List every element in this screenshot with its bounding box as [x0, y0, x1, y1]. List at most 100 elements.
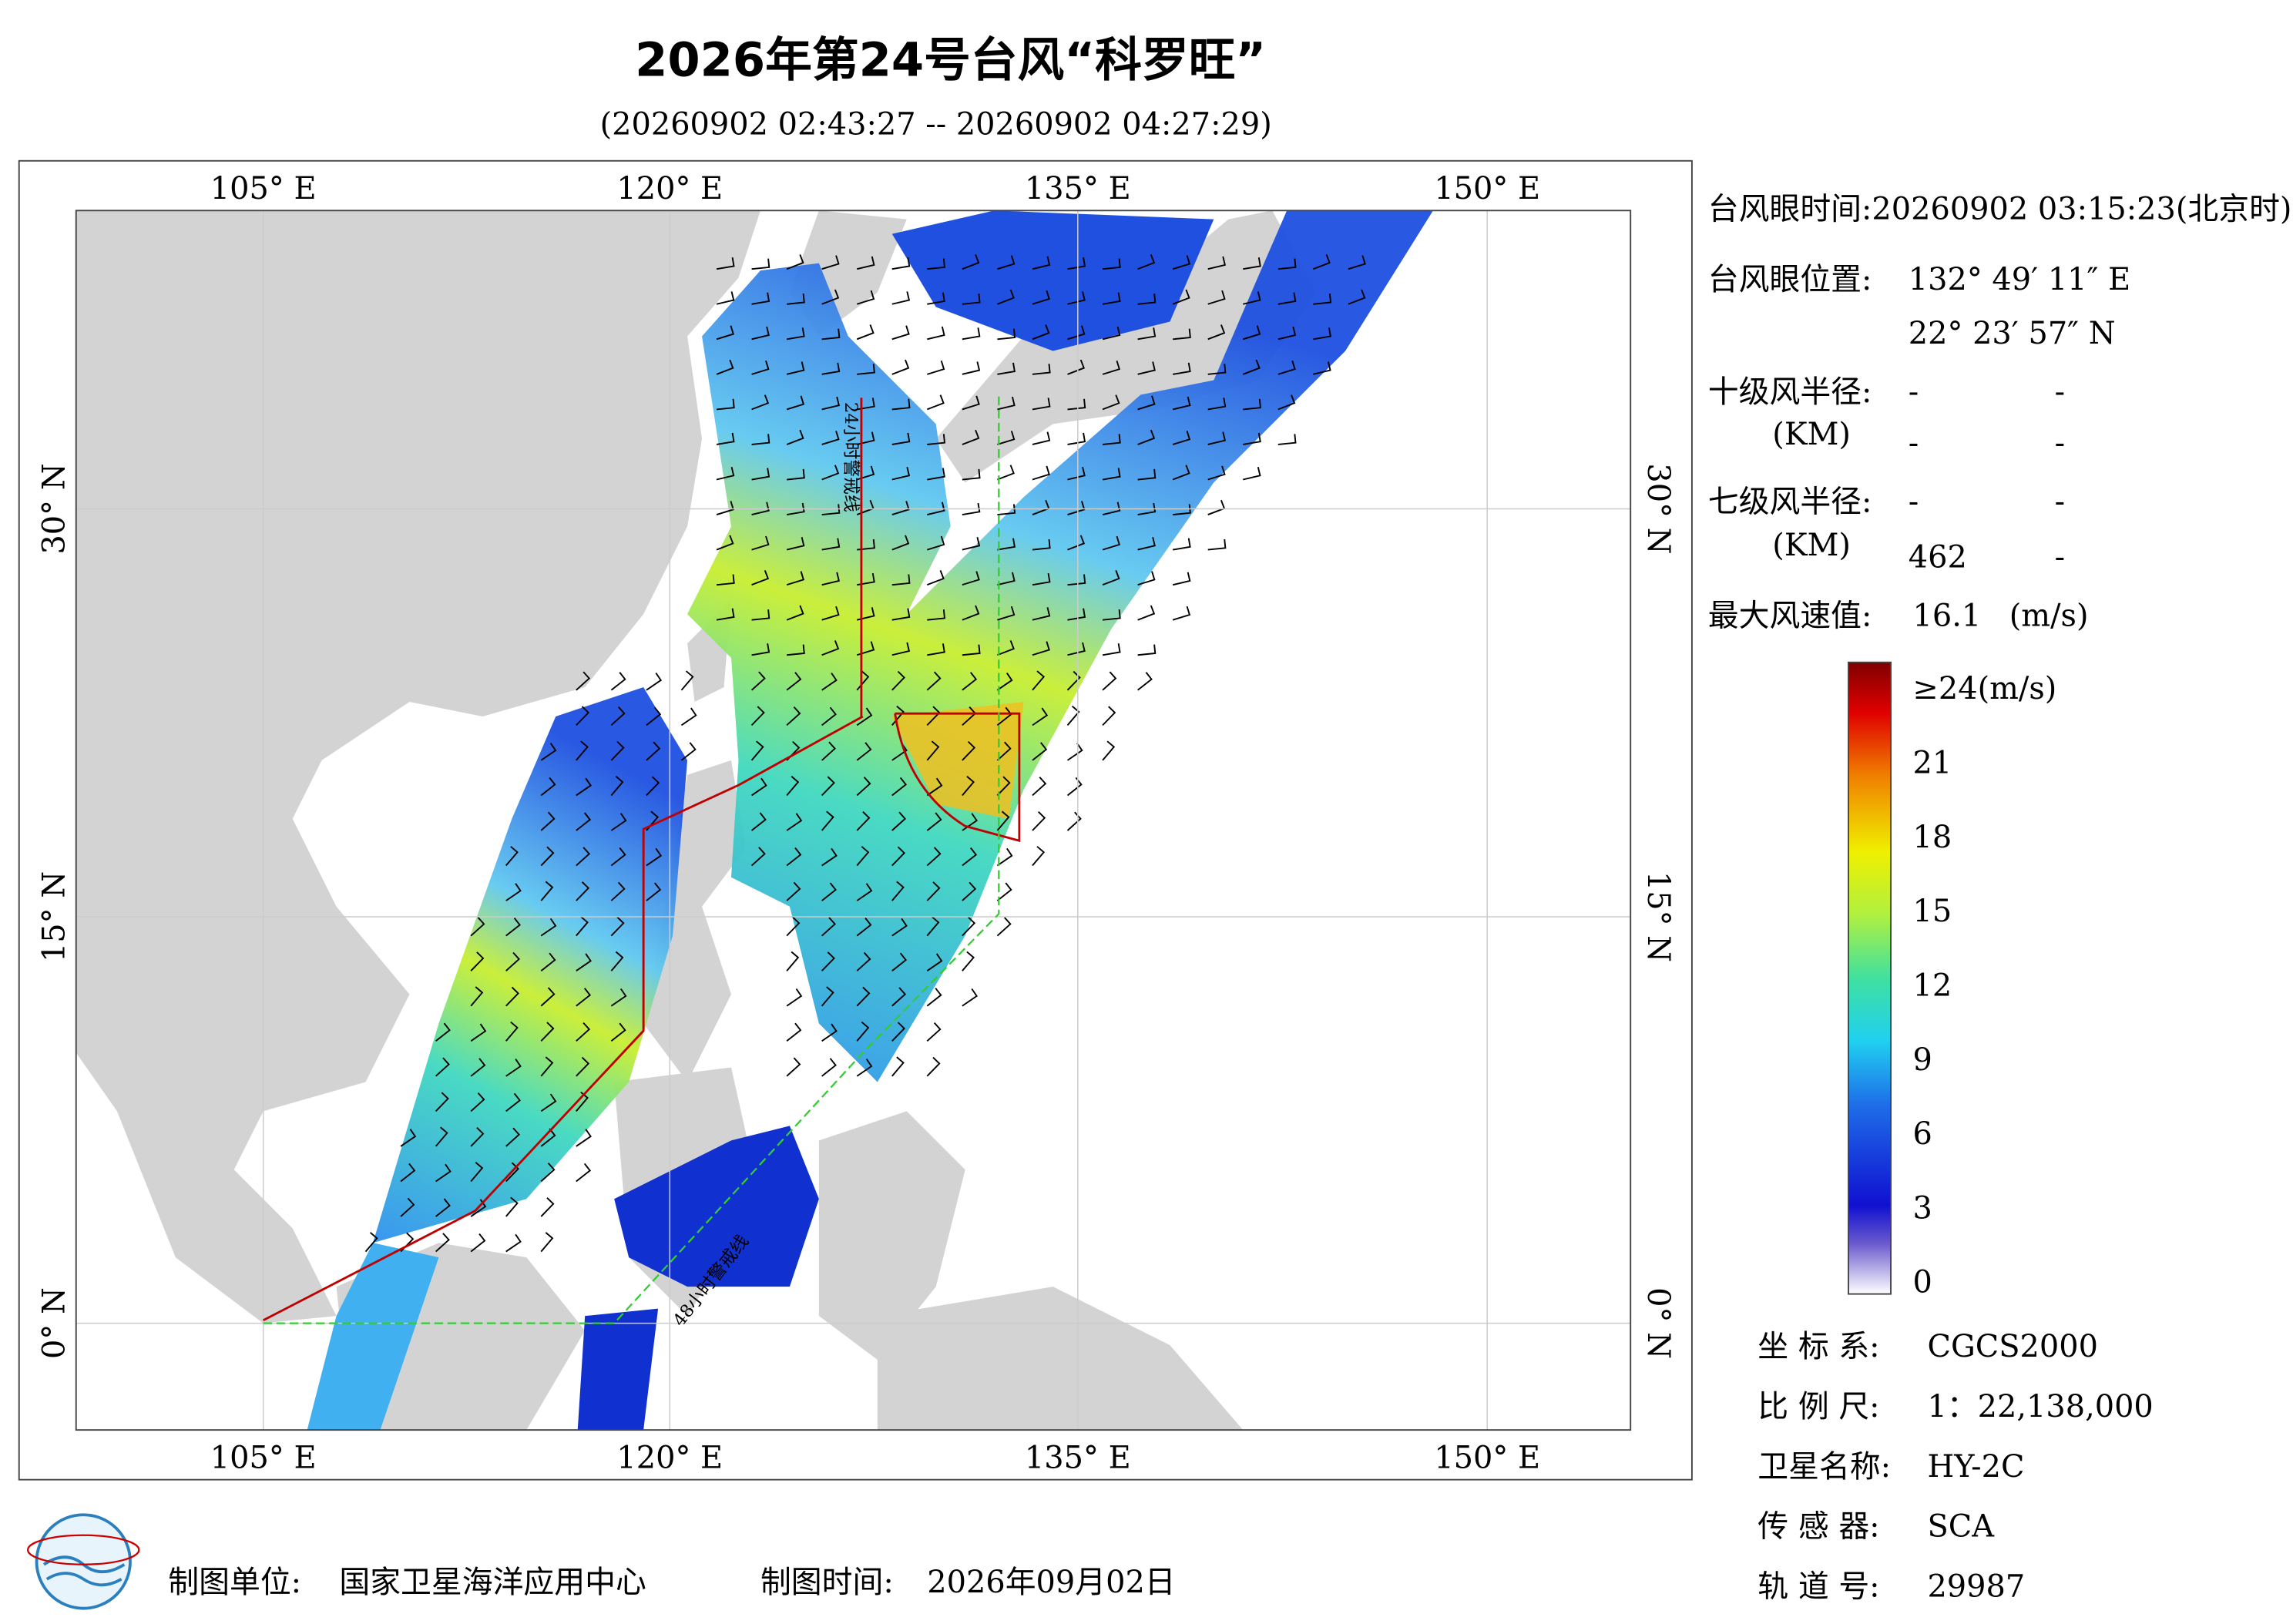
wind-barb [926, 740, 940, 761]
wind-barb [505, 951, 520, 971]
wind-barb [891, 501, 910, 515]
wind-barb [962, 951, 975, 971]
wind-barb [926, 953, 943, 971]
wind-barb [540, 846, 555, 867]
wind-barb [540, 811, 556, 831]
wind-barb [435, 1092, 449, 1112]
wind-barb [821, 465, 840, 481]
wind-barb [1348, 255, 1366, 270]
wind-barb [716, 535, 734, 551]
title: 2026年第24号台风“科罗旺” [635, 34, 1266, 88]
wind-barb [786, 502, 805, 515]
wind-barb [927, 643, 945, 656]
wind-barb [786, 395, 805, 411]
wind-barb [1067, 291, 1086, 305]
wind-barb [891, 1056, 905, 1077]
value: CGCS2000 [1927, 1329, 2098, 1364]
wind-barb [1173, 538, 1191, 551]
colorbar-labels: ≥24(m/s) 21 18 15 12 9 6 3 0 [1912, 671, 2056, 1300]
wind-barb [996, 810, 1010, 831]
wind-barb [857, 398, 875, 411]
wind-barb [996, 673, 1013, 691]
wind-barb [1137, 644, 1157, 656]
wind-barb [1243, 466, 1261, 481]
wind-barb [1313, 361, 1331, 375]
wind-barb [891, 325, 910, 341]
wind-barb [646, 882, 662, 901]
wind-barb [857, 539, 875, 551]
wind-barb [1067, 574, 1086, 586]
wind-barb [470, 917, 485, 937]
wind-barb [470, 1092, 485, 1112]
wind-barb [505, 883, 522, 901]
wind-barb [821, 362, 841, 375]
wind-barb [786, 571, 805, 586]
value: 29987 [1927, 1569, 2025, 1604]
wind-barb [576, 953, 592, 971]
wind-barb [1102, 706, 1116, 726]
label: 比 例 尺: [1758, 1389, 1879, 1424]
wind-barb [1137, 605, 1156, 621]
wind-barb [856, 324, 875, 341]
wind-barb [926, 916, 940, 937]
swath-west [373, 687, 688, 1243]
wind-barb [576, 706, 590, 726]
label: 七级风半径: [1708, 484, 1872, 519]
value: (m/s) [2009, 598, 2089, 633]
wind-barb [891, 846, 905, 867]
wind-barb [856, 607, 875, 621]
swath-west-tail [307, 1243, 439, 1431]
wind-barb [610, 847, 626, 867]
wind-barb [821, 431, 840, 445]
wind-barb [926, 1022, 942, 1042]
wind-barb [576, 740, 589, 761]
label: 轨 道 号: [1758, 1569, 1879, 1604]
wind-barb [927, 292, 945, 305]
wind-barb [646, 776, 660, 797]
wind-barb [962, 254, 980, 270]
wind-barb [996, 776, 1011, 797]
wind-barb [716, 501, 734, 515]
lat-label: 0° N [37, 1287, 72, 1359]
swath-east [687, 210, 1433, 1082]
wind-barb [821, 810, 834, 831]
wind-barb [1172, 431, 1191, 445]
wind-barb [1102, 740, 1116, 761]
value: - [1909, 484, 1919, 519]
wind-barb [997, 289, 1015, 305]
wind-barb [962, 740, 976, 761]
wind-barb [751, 609, 770, 621]
wind-barb [891, 642, 911, 656]
wind-barb [891, 291, 911, 305]
wind-barb [962, 294, 981, 305]
wind-barb [1313, 254, 1331, 270]
wind-barb [716, 398, 735, 411]
wind-barb [751, 777, 767, 797]
wind-barb [1277, 434, 1297, 445]
wind-barb [786, 327, 805, 341]
label: (KM) [1772, 417, 1851, 452]
wind-barb [821, 538, 841, 551]
wind-barb [540, 1022, 555, 1042]
wind-barb [400, 1163, 416, 1183]
wind-barb [996, 847, 1013, 867]
wind-barb [821, 917, 836, 937]
wind-barb [821, 673, 838, 691]
wind-barb [646, 673, 663, 691]
wind-barb [786, 775, 800, 797]
wind-barb [926, 881, 941, 901]
wind-barb [1207, 431, 1227, 445]
wind-barb [610, 916, 625, 937]
wind-barb [786, 847, 802, 867]
map-border [75, 210, 1632, 1431]
lon-label: 105° E [210, 1440, 317, 1475]
graticule [76, 210, 1631, 1431]
wind-barb [857, 364, 875, 375]
lat-label: 30° N [1640, 463, 1676, 554]
lon-label: 105° E [210, 171, 317, 206]
wind-barb [891, 777, 907, 797]
lat-label: 15° N [37, 871, 72, 962]
wind-barb [505, 986, 519, 1007]
wind-barb [1067, 398, 1086, 411]
wind-barb [751, 535, 770, 551]
